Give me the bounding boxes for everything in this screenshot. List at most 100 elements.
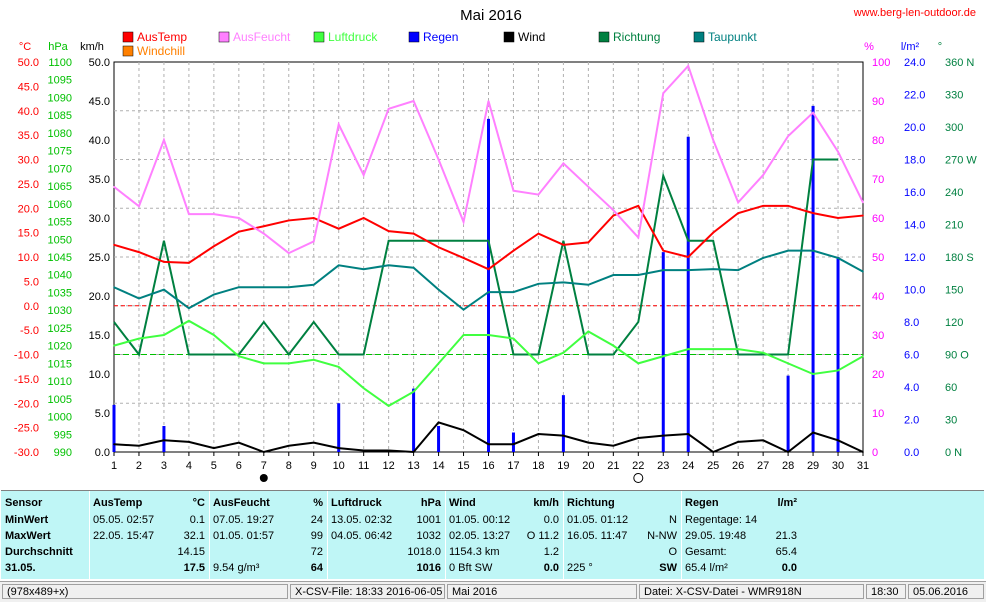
axis-units: °C hPa km/h% l/m² °	[19, 41, 942, 53]
temp-tick-label: -15.0	[14, 374, 39, 386]
data-point	[263, 451, 265, 453]
wind-tick-label: 20.0	[89, 291, 110, 303]
data-point	[737, 201, 739, 204]
x-tick-label: 9	[311, 460, 317, 472]
pressure-tick-label: 1050	[48, 234, 72, 246]
statistics-table: Sensor MinWert MaxWert Durchschnitt 31.05. Au…	[1, 490, 984, 579]
data-point	[362, 217, 365, 219]
data-point	[462, 308, 465, 311]
data-point	[812, 111, 814, 114]
rain-bar	[337, 403, 341, 452]
data-point	[812, 212, 814, 214]
stats-column: Regen l/m² Regentage: 14 29.05. 19:48 21.3 Ge…	[681, 491, 801, 579]
pressure-tick-label: 1010	[48, 376, 72, 388]
data-point	[512, 337, 515, 340]
humidity-tick-label: 20	[872, 369, 884, 381]
data-point	[637, 205, 640, 207]
pressure-tick-label: 1045	[48, 252, 72, 264]
website-link[interactable]: www.berg-len-outdoor.de	[853, 7, 976, 19]
status-date: 05.06.2016	[908, 584, 984, 599]
data-point	[687, 433, 690, 435]
data-point	[562, 244, 565, 246]
data-point	[787, 362, 789, 365]
wind-tick-label: 40.0	[89, 135, 110, 147]
data-point	[312, 240, 315, 243]
humidity-tick-label: 50	[872, 252, 884, 264]
data-point	[312, 283, 315, 286]
humidity-tick-label: 30	[872, 330, 884, 342]
temp-tick-label: 40.0	[18, 106, 39, 118]
x-tick-label: 17	[507, 460, 519, 472]
data-point	[662, 92, 665, 94]
wind-tick-label: 5.0	[95, 408, 110, 420]
stats-header: AusFeucht%	[213, 497, 323, 509]
rain-tick-label: 0.0	[904, 447, 919, 459]
data-point	[312, 217, 315, 219]
humidity-tick-label: 60	[872, 213, 884, 225]
data-point	[163, 439, 165, 442]
x-tick-label: 1	[111, 460, 117, 472]
data-point	[138, 251, 140, 253]
legend-swatch	[503, 31, 515, 43]
legend-label: Richtung	[613, 30, 660, 44]
direction-tick-label: 120	[945, 317, 963, 329]
stats-row: 13.05. 02:32 1001	[331, 514, 441, 526]
legend-swatch	[313, 31, 325, 43]
x-tick-label: 28	[782, 460, 794, 472]
weather-chart: Mai 2016 www.berg-len-outdoor.de °C hPa km…	[13, 7, 978, 483]
data-point	[487, 268, 490, 270]
x-tick-label: 31	[857, 460, 869, 472]
legend-label: Luftdruck	[328, 30, 378, 44]
data-point	[487, 443, 490, 446]
rain-bar	[811, 105, 815, 452]
data-point	[537, 193, 540, 196]
data-point	[188, 307, 190, 309]
data-point	[238, 230, 240, 233]
data-point	[487, 334, 490, 336]
data-point	[163, 261, 165, 263]
rain-tick-label: 14.0	[904, 220, 925, 232]
data-point	[138, 205, 140, 208]
data-point	[337, 227, 340, 230]
rain-bar	[412, 388, 416, 452]
pressure-tick-label: 1075	[48, 146, 72, 158]
column-separator	[563, 491, 564, 579]
x-axis-ticks: 1 2 3 4 5 6 7 8 9 10 11 12 13 14 15 16 17 18 19 20 21 22 23 24 2…	[111, 452, 869, 483]
new-moon-icon	[259, 474, 268, 482]
data-point	[562, 434, 565, 437]
pressure-axis-unit: hPa	[48, 41, 68, 53]
data-point	[837, 257, 839, 259]
temp-tick-label: -30.0	[14, 447, 39, 459]
temp-tick-label: -10.0	[14, 350, 39, 362]
data-point	[213, 293, 215, 296]
direction-tick-label: 240	[945, 187, 963, 199]
rain-tick-label: 24.0	[904, 57, 925, 69]
data-point	[712, 348, 714, 350]
data-point	[263, 232, 265, 235]
data-point	[762, 439, 764, 442]
data-point	[362, 268, 365, 270]
data-point	[712, 268, 714, 270]
wind-tick-label: 10.0	[89, 369, 110, 381]
data-point	[163, 288, 165, 291]
pressure-tick-label: 1015	[48, 358, 72, 370]
data-point	[138, 297, 140, 300]
x-tick-label: 25	[707, 460, 719, 472]
stats-row: 225 ° SW	[567, 562, 677, 574]
temp-tick-label: 35.0	[18, 130, 39, 142]
data-point	[687, 256, 690, 258]
stats-row: 17.5	[183, 562, 205, 574]
data-point	[837, 439, 839, 442]
data-point	[587, 441, 590, 444]
data-point	[512, 189, 515, 192]
data-point	[387, 405, 390, 407]
legend-label: Regen	[423, 30, 458, 44]
data-point	[487, 291, 490, 293]
data-point	[712, 231, 714, 234]
data-point	[188, 320, 190, 322]
data-point	[387, 230, 390, 232]
data-point	[787, 205, 789, 207]
data-point	[637, 362, 640, 365]
wind-tick-label: 45.0	[89, 96, 110, 108]
y-axis-ticks: 50.0 45.0 40.0 35.0 30.0 25.0 20.0 15.0 10.0 5.0 0…	[14, 57, 977, 459]
